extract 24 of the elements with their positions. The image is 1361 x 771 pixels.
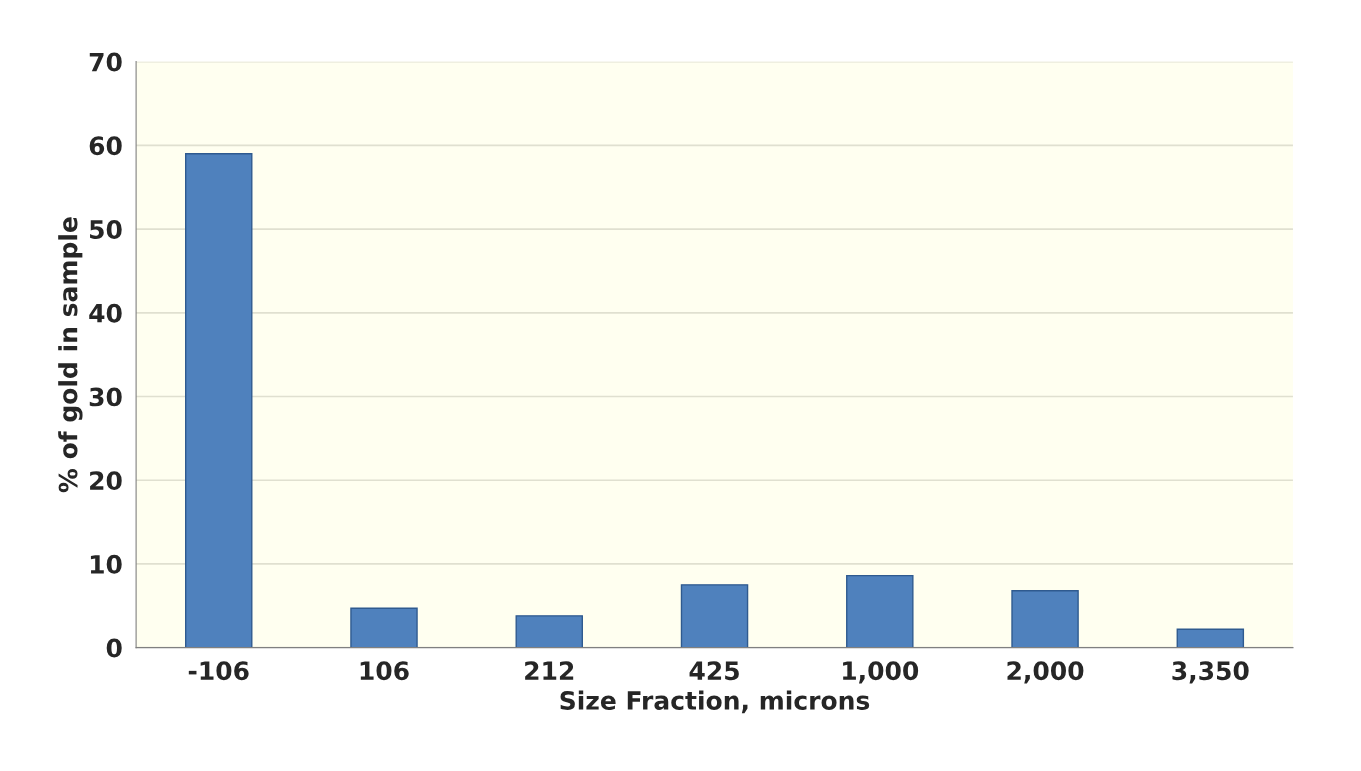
x-tick-label: 1,000 [843, 661, 919, 684]
bar [846, 574, 914, 648]
x-tick-label: 3,350 [1172, 661, 1249, 684]
x-tick-label: 2,000 [1007, 661, 1084, 684]
x-tick-label: 212 [525, 661, 574, 680]
bar [680, 584, 749, 648]
y-tick-label: 30 [89, 387, 122, 407]
y-axis-title: % of gold in sample [58, 217, 83, 493]
y-tick-label: 20 [90, 471, 122, 491]
y-tick-label: 40 [89, 303, 122, 323]
y-tick-label: 60 [89, 136, 122, 156]
bar [1176, 628, 1245, 648]
bar [515, 615, 584, 648]
bar [350, 607, 418, 648]
x-tick-label: -106 [188, 661, 249, 681]
bar [1011, 590, 1079, 648]
bar [184, 153, 253, 648]
x-tick-label: 425 [689, 661, 739, 681]
y-tick-label: 50 [90, 220, 122, 239]
y-tick-label: 10 [90, 554, 122, 574]
y-tick-label: 70 [89, 52, 122, 72]
x-tick-label: 106 [360, 661, 409, 681]
y-tick-label: 0 [106, 638, 122, 658]
x-axis-title: Size Fraction, microns [560, 690, 870, 714]
